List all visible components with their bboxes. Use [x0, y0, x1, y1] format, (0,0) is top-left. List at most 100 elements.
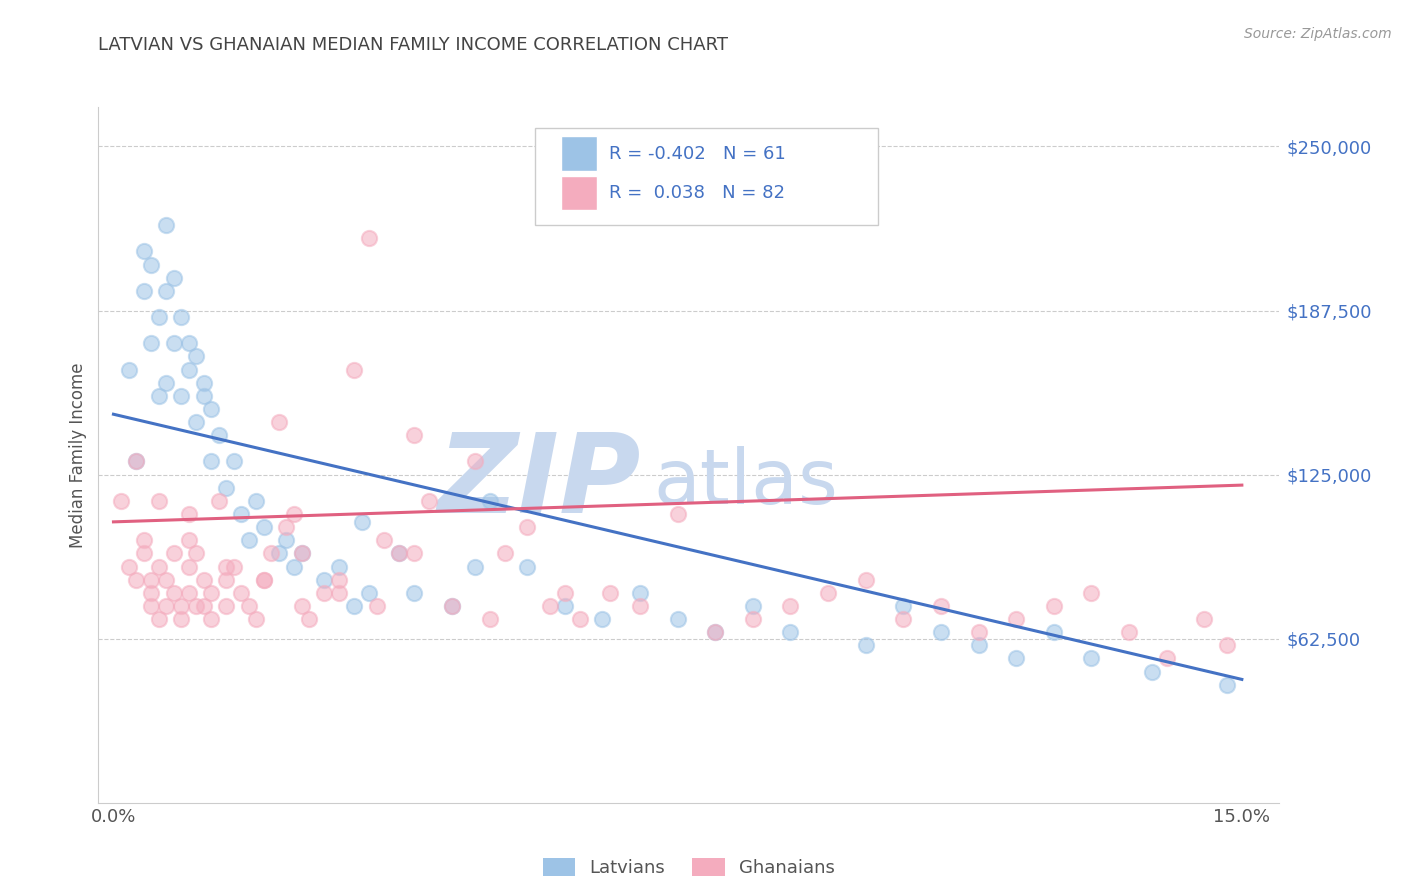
Point: [132, 244, 155, 259]
Text: ZIP: ZIP: [439, 429, 641, 536]
Point: [1080, 651, 1102, 665]
Point: [440, 599, 463, 613]
Point: [404, 586, 426, 600]
Point: [132, 533, 155, 548]
Point: [238, 599, 260, 613]
Text: Source: ZipAtlas.com: Source: ZipAtlas.com: [1244, 27, 1392, 41]
Point: [200, 612, 222, 626]
Point: [125, 573, 148, 587]
Point: [350, 515, 373, 529]
Point: [148, 389, 170, 403]
Point: [155, 218, 177, 232]
Point: [222, 454, 245, 468]
Legend: Latvians, Ghanaians: Latvians, Ghanaians: [536, 850, 842, 884]
FancyBboxPatch shape: [536, 128, 877, 226]
Point: [215, 573, 238, 587]
Point: [276, 520, 298, 534]
Point: [186, 599, 208, 613]
Point: [148, 310, 170, 324]
Point: [516, 520, 538, 534]
Point: [139, 336, 162, 351]
Point: [404, 428, 426, 442]
Point: [855, 573, 877, 587]
Point: [117, 559, 139, 574]
Point: [238, 533, 260, 548]
Point: [222, 559, 245, 574]
Point: [440, 599, 463, 613]
Point: [1005, 651, 1028, 665]
Point: [193, 599, 215, 613]
Point: [328, 559, 350, 574]
Point: [132, 284, 155, 298]
Point: [1216, 638, 1239, 652]
Point: [404, 546, 426, 560]
Point: [208, 428, 231, 442]
Point: [155, 599, 177, 613]
Bar: [561, 136, 596, 171]
Point: [260, 546, 283, 560]
Point: [314, 586, 336, 600]
Point: [245, 494, 267, 508]
Point: [343, 362, 366, 376]
Point: [478, 612, 501, 626]
Point: [170, 310, 193, 324]
Point: [170, 599, 193, 613]
Point: [163, 586, 186, 600]
Point: [170, 389, 193, 403]
Point: [855, 638, 877, 652]
Point: [267, 546, 290, 560]
Point: [215, 481, 238, 495]
Point: [276, 533, 298, 548]
Point: [1156, 651, 1178, 665]
Y-axis label: Median Family Income: Median Family Income: [69, 362, 87, 548]
Point: [967, 638, 990, 652]
Point: [359, 586, 381, 600]
Point: [1192, 612, 1215, 626]
Point: [110, 494, 132, 508]
Point: [388, 546, 411, 560]
Point: [388, 546, 411, 560]
Point: [314, 573, 336, 587]
Point: [464, 559, 486, 574]
Point: [125, 454, 148, 468]
Point: [155, 376, 177, 390]
Point: [193, 573, 215, 587]
Point: [231, 507, 253, 521]
Point: [148, 559, 170, 574]
Point: [132, 546, 155, 560]
Point: [253, 573, 276, 587]
Point: [155, 284, 177, 298]
Point: [779, 599, 801, 613]
Point: [666, 507, 689, 521]
Point: [208, 494, 231, 508]
Point: [177, 533, 200, 548]
Point: [231, 586, 253, 600]
Point: [155, 573, 177, 587]
Point: [177, 559, 200, 574]
Point: [328, 573, 350, 587]
Point: [186, 350, 208, 364]
Point: [1216, 678, 1239, 692]
Point: [163, 546, 186, 560]
Point: [1005, 612, 1028, 626]
Point: [139, 586, 162, 600]
Point: [599, 586, 621, 600]
Point: [373, 533, 395, 548]
Text: R = -0.402   N = 61: R = -0.402 N = 61: [609, 145, 786, 162]
Point: [1080, 586, 1102, 600]
Point: [704, 625, 727, 640]
Point: [891, 599, 914, 613]
Point: [200, 401, 222, 416]
Point: [554, 586, 576, 600]
Point: [929, 625, 952, 640]
Point: [245, 612, 267, 626]
Point: [177, 336, 200, 351]
Point: [177, 362, 200, 376]
Point: [343, 599, 366, 613]
Point: [516, 559, 538, 574]
Point: [366, 599, 388, 613]
Point: [328, 586, 350, 600]
Point: [290, 546, 312, 560]
Point: [628, 586, 651, 600]
Bar: [561, 176, 596, 211]
